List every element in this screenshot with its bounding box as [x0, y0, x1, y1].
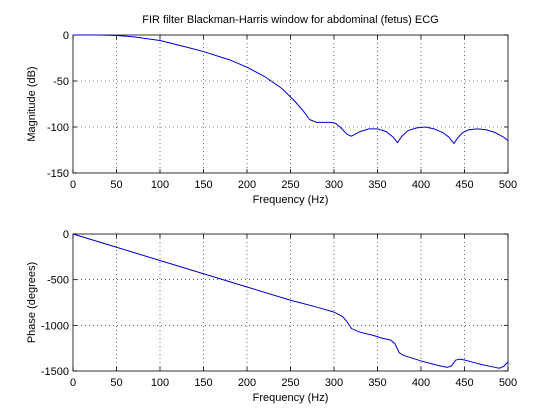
magnitude-series-line-0: [73, 34, 509, 145]
magnitude-xtick-label-8: 400: [412, 179, 430, 191]
magnitude-xtick-label-6: 300: [325, 179, 343, 191]
phase-ytick-label-3: 0: [63, 229, 69, 241]
magnitude-ytick-label-3: 0: [63, 30, 69, 42]
magnitude-ytick-label-1: -100: [47, 122, 69, 134]
phase-xtick-label-3: 150: [194, 377, 212, 389]
magnitude-xtick-label-3: 150: [194, 179, 212, 191]
magnitude-x-axis-label: Frequency (Hz): [253, 194, 329, 206]
phase-xtick-label-10: 500: [499, 377, 517, 389]
magnitude-chart-title: FIR filter Blackman-Harris window for ab…: [142, 14, 438, 26]
phase-plot: 0 50 100 150 200 250 300 350 400 450 500 -1500 -1000…: [26, 229, 517, 404]
phase-xtick-label-9: 450: [455, 377, 473, 389]
phase-ytick-label-2: -500: [47, 275, 69, 287]
phase-y-axis-label: Phase (degrees): [26, 262, 38, 343]
phase-xtick-label-5: 250: [281, 377, 299, 389]
magnitude-ytick-label-2: -50: [53, 76, 69, 88]
magnitude-plot: 0 50 100 150 200 250 300 350 400 450 500 -150 -100 -5…: [26, 14, 517, 206]
phase-ytick-label-0: -1500: [41, 366, 69, 378]
magnitude-ytick-label-0: -150: [47, 168, 69, 180]
phase-xtick-label-2: 100: [151, 377, 169, 389]
phase-series-line-0: [72, 233, 509, 369]
magnitude-xtick-label-4: 200: [238, 179, 256, 191]
magnitude-xtick-label-10: 500: [499, 179, 517, 191]
phase-xtick-label-8: 400: [412, 377, 430, 389]
phase-ytick-label-1: -1000: [41, 320, 69, 332]
phase-xtick-label-7: 350: [368, 377, 386, 389]
magnitude-xtick-label-2: 100: [151, 179, 169, 191]
phase-xtick-label-1: 50: [110, 377, 122, 389]
phase-x-axis-label: Frequency (Hz): [253, 392, 329, 404]
magnitude-xtick-label-9: 450: [455, 179, 473, 191]
phase-xtick-label-4: 200: [238, 377, 256, 389]
magnitude-xtick-label-5: 250: [281, 179, 299, 191]
phase-xtick-label-0: 0: [70, 377, 76, 389]
magnitude-xtick-label-0: 0: [70, 179, 76, 191]
magnitude-xtick-label-7: 350: [368, 179, 386, 191]
magnitude-xtick-label-1: 50: [110, 179, 122, 191]
phase-xtick-label-6: 300: [325, 377, 343, 389]
magnitude-y-axis-label: Magnitude (dB): [26, 66, 38, 141]
